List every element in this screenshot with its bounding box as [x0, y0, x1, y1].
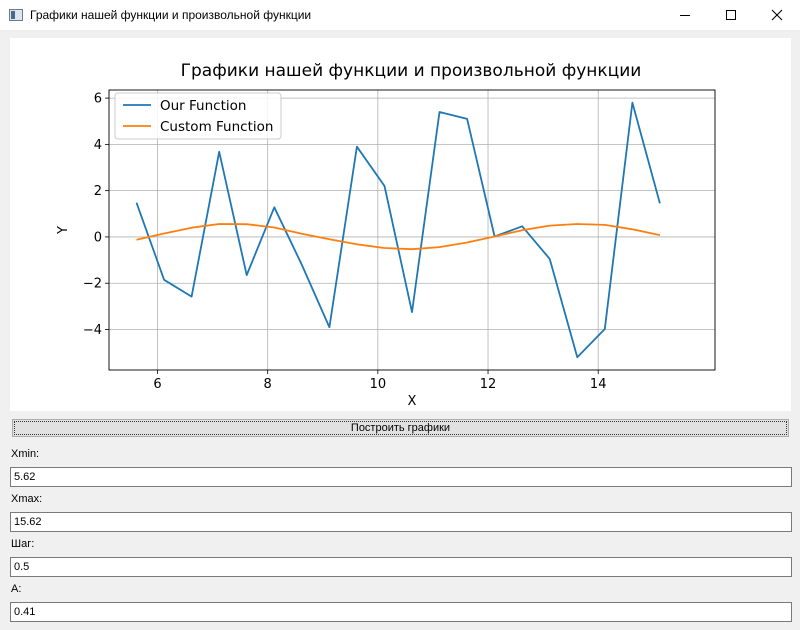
axes-frame: [108, 89, 716, 371]
close-icon: [771, 9, 783, 21]
series-line-custom-function: [136, 223, 661, 251]
xmin-input[interactable]: 5.62: [10, 467, 792, 487]
close-button[interactable]: [754, 0, 800, 30]
x-tick-label: 14: [590, 377, 607, 392]
xmax-input[interactable]: 15.62: [10, 512, 792, 532]
step-input[interactable]: 0.5: [10, 557, 792, 577]
x-tick-label: 12: [480, 377, 497, 392]
plot-canvas: Графики нашей функции и произвольной фун…: [10, 38, 791, 411]
maximize-button[interactable]: [708, 0, 754, 30]
chart-title: Графики нашей функции и произвольной фун…: [181, 61, 642, 81]
x-tick-label: 8: [264, 377, 272, 392]
plot-button[interactable]: Построить графики: [12, 419, 789, 437]
y-tick-label: −2: [83, 277, 102, 292]
a-label: A:: [11, 583, 22, 595]
xmin-label: Xmin:: [11, 448, 40, 460]
series-line-our-function: [135, 101, 661, 359]
line-chart: Графики нашей функции и произвольной фун…: [56, 61, 716, 409]
legend-box: [114, 92, 282, 140]
minimize-icon: [680, 15, 690, 16]
y-tick-label: 2: [94, 184, 102, 199]
y-tick-label: 6: [94, 92, 102, 107]
x-axis-label: X: [408, 394, 417, 409]
minimize-button[interactable]: [662, 0, 708, 30]
y-tick-label: 4: [94, 138, 102, 153]
xmax-label: Xmax:: [11, 493, 43, 505]
window-titlebar: Графики нашей функции и произвольной фун…: [0, 0, 800, 30]
step-label: Шаг:: [11, 538, 35, 550]
y-tick-label: 0: [94, 230, 102, 245]
a-input[interactable]: 0.41: [10, 602, 792, 622]
x-tick-label: 6: [153, 377, 161, 392]
window-title: Графики нашей функции и произвольной фун…: [30, 8, 312, 22]
x-tick-label: 10: [370, 377, 387, 392]
y-tick-label: −4: [83, 323, 102, 338]
legend-entry: Custom Function: [160, 119, 273, 135]
chart-legend: Our Function Custom Function: [114, 92, 282, 140]
maximize-icon: [726, 10, 736, 20]
y-axis-label: Y: [56, 226, 71, 235]
legend-entry: Our Function: [160, 98, 246, 114]
app-icon: [9, 9, 23, 21]
